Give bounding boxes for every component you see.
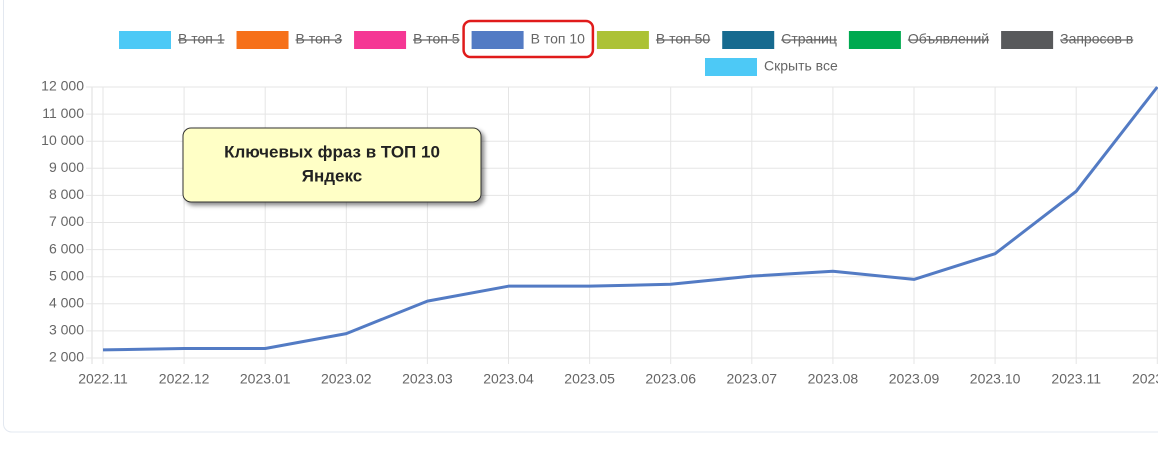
x-tick-label: 2023.04: [483, 371, 534, 387]
x-tick-label: 2022.11: [78, 371, 128, 387]
x-tick-label: 2023.11: [1051, 371, 1101, 387]
legend-item[interactable]: Объявлений: [849, 31, 989, 49]
legend-button-label: Скрыть все: [764, 58, 838, 74]
legend-swatch: [705, 58, 757, 76]
x-tick-label: 2023.08: [808, 371, 859, 387]
x-tick-label: 2023.06: [645, 371, 696, 387]
y-tick-label: 6 000: [49, 240, 84, 256]
legend-swatch: [237, 31, 289, 49]
legend-label: В топ 1: [178, 31, 225, 47]
legend-swatch: [472, 31, 524, 49]
y-tick-label: 9 000: [49, 159, 84, 175]
legend-label: Страниц: [781, 31, 837, 47]
legend-label: Запросов в: [1060, 31, 1133, 47]
legend-swatch: [354, 31, 406, 49]
x-tick-label: 2023.09: [889, 371, 940, 387]
legend-swatch: [849, 31, 901, 49]
x-tick-label: 2022.12: [159, 371, 210, 387]
x-tick-label: 2023.01: [240, 371, 291, 387]
legend-label: В топ 50: [656, 31, 711, 47]
annotation-text: Ключевых фраз в ТОП 10: [224, 142, 440, 161]
annotation-text: Яндекс: [302, 166, 362, 185]
legend-label: Объявлений: [908, 31, 989, 47]
legend-button[interactable]: Скрыть все: [705, 58, 838, 76]
y-tick-label: 12 000: [41, 78, 84, 94]
annotation-box: [183, 128, 481, 202]
x-tick-label: 2023.12: [1132, 371, 1158, 387]
y-tick-label: 5 000: [49, 267, 84, 283]
y-tick-label: 7 000: [49, 213, 84, 229]
x-tick-label: 2023.05: [564, 371, 615, 387]
legend-swatch: [1001, 31, 1053, 49]
x-tick-label: 2023.02: [321, 371, 372, 387]
legend-label: В топ 5: [413, 31, 460, 47]
y-tick-label: 2 000: [49, 349, 84, 365]
legend-swatch: [722, 31, 774, 49]
y-tick-label: 3 000: [49, 322, 84, 338]
legend-label: В топ 3: [296, 31, 343, 47]
x-tick-label: 2023.07: [726, 371, 777, 387]
y-tick-label: 11 000: [42, 105, 84, 121]
card: [4, 0, 1158, 432]
legend-item[interactable]: Запросов в: [1001, 31, 1133, 49]
x-tick-label: 2023.10: [970, 371, 1021, 387]
y-tick-label: 10 000: [41, 132, 84, 148]
legend-label: В топ 10: [531, 31, 586, 47]
y-tick-label: 4 000: [49, 295, 84, 311]
legend-swatch: [597, 31, 649, 49]
legend-swatch: [119, 31, 171, 49]
y-tick-label: 8 000: [49, 186, 84, 202]
x-tick-label: 2023.03: [402, 371, 453, 387]
